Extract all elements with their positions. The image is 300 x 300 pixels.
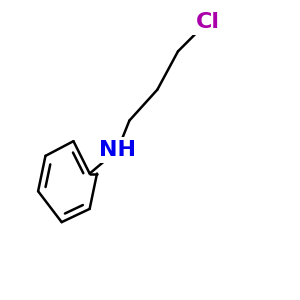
Text: NH: NH — [99, 140, 136, 160]
Text: Cl: Cl — [195, 12, 219, 32]
